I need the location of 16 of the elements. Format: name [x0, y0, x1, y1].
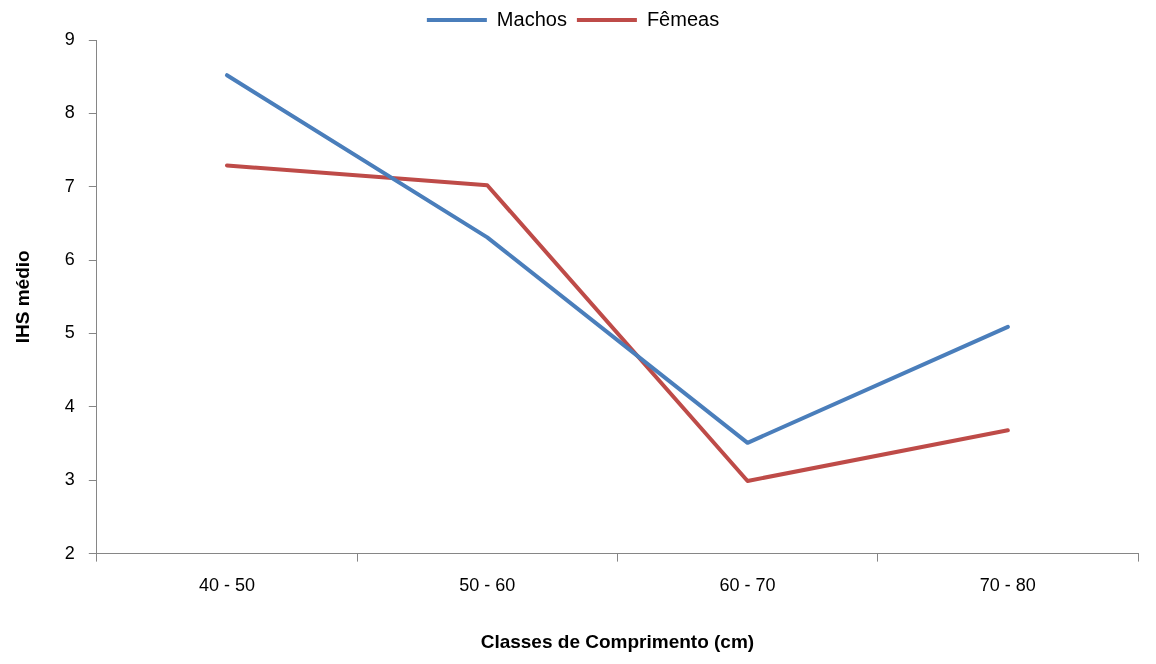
x-tick-label: 50 - 60: [459, 575, 516, 596]
x-tick-label: 70 - 80: [979, 575, 1036, 596]
y-tick-label: 2: [64, 542, 75, 563]
y-tick-label: 6: [64, 249, 75, 270]
y-tick-label: 3: [64, 469, 75, 490]
x-tick-label: 60 - 70: [719, 575, 776, 596]
y-axis-title: IHS médio: [11, 250, 33, 344]
y-tick-label: 4: [64, 395, 75, 416]
y-tick-label: 8: [64, 102, 75, 123]
x-axis-title: Classes de Comprimento (cm): [480, 630, 755, 652]
legend-label: Fêmeas: [646, 7, 720, 30]
legend-label: Machos: [496, 7, 567, 30]
y-tick-label: 7: [64, 175, 75, 196]
y-tick-label: 9: [64, 28, 75, 49]
x-tick-label: 40 - 50: [198, 575, 255, 596]
y-tick-label: 5: [64, 322, 75, 343]
